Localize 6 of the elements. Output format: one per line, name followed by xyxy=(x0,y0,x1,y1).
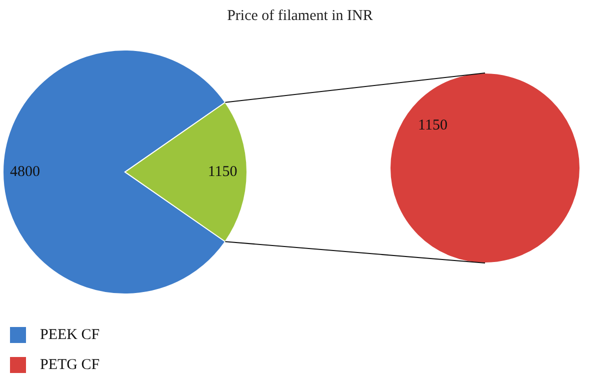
data-label: 4800 xyxy=(10,164,40,180)
data-label: 1150 xyxy=(208,164,238,180)
legend-label: PETG CF xyxy=(40,357,100,373)
data-label: 1150 xyxy=(418,117,448,134)
text: Price of filament in INR xyxy=(227,8,373,24)
legend-label: PEEK CF xyxy=(40,327,100,343)
